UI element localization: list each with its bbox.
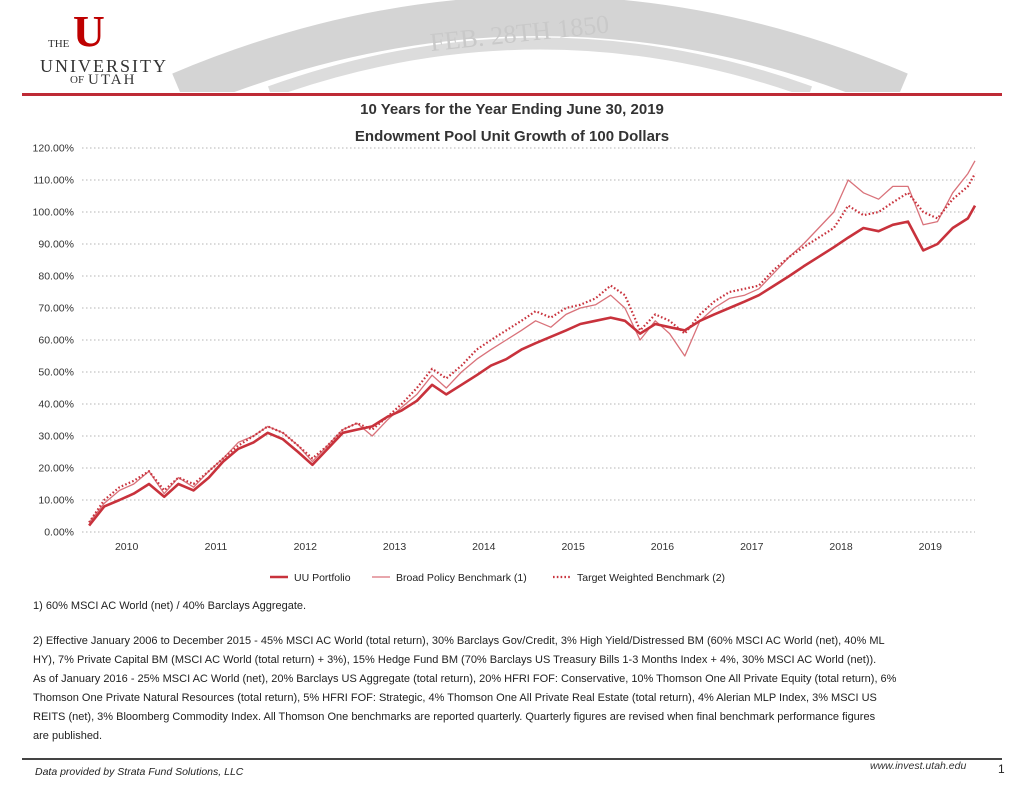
y-tick-label: 50.00% [38, 367, 74, 379]
footnote-2-line: Thomson One Private Natural Resources (t… [33, 692, 877, 704]
x-tick-label: 2016 [651, 541, 675, 553]
legend-label: Broad Policy Benchmark (1) [396, 572, 527, 584]
x-tick-label: 2017 [740, 541, 764, 553]
logo-university: UNIVERSITY [40, 56, 168, 76]
logo-utah: UTAH [88, 72, 137, 88]
series-line-1 [88, 160, 976, 523]
series-line-0 [88, 204, 977, 527]
legend-label: UU Portfolio [294, 572, 351, 584]
y-tick-label: 60.00% [38, 335, 74, 347]
logo-block-u: U [73, 7, 105, 56]
x-tick-label: 2018 [829, 541, 853, 553]
growth-line-chart: 0.00% 10.00% 20.00% 30.00% 40.00% 50.00% 60.00… [33, 143, 977, 584]
y-tick-label: 100.00% [33, 207, 74, 219]
y-tick-label: 80.00% [38, 271, 74, 283]
x-tick-label: 2014 [472, 541, 496, 553]
footnote-2-line: are published. [33, 730, 103, 742]
footnote-2-line: As of January 2016 - 25% MSCI AC World (… [33, 673, 897, 685]
y-tick-label: 90.00% [38, 239, 74, 251]
x-tick-label: 2015 [561, 541, 585, 553]
website-link[interactable]: www.invest.utah.edu [870, 760, 967, 772]
y-tick-label: 30.00% [38, 431, 74, 443]
series-line-2 [88, 173, 976, 524]
footnote-2-line: 2) Effective January 2006 to December 20… [33, 635, 885, 647]
x-tick-label: 2010 [115, 541, 139, 553]
header-rule [22, 93, 1002, 96]
y-tick-label: 70.00% [38, 303, 74, 315]
series-lines [88, 160, 977, 527]
logo-of: OF [70, 74, 85, 86]
page-number: 1 [998, 762, 1005, 776]
footer-rule [22, 758, 1002, 760]
university-logo: U THE UNIVERSITY OF UTAH [40, 7, 166, 89]
legend: UU Portfolio Broad Policy Benchmark (1) Ta… [270, 572, 725, 584]
footnote-1: 1) 60% MSCI AC World (net) / 40% Barclay… [33, 600, 307, 612]
x-tick-label: 2019 [919, 541, 943, 553]
legend-label: Target Weighted Benchmark (2) [577, 572, 725, 584]
x-tick-label: 2012 [294, 541, 318, 553]
x-tick-label: 2013 [383, 541, 407, 553]
x-tick-label: 2011 [205, 541, 228, 553]
footnote-2-line: REITS (net), 3% Bloomberg Commodity Inde… [33, 711, 876, 723]
y-axis-ticks: 0.00% 10.00% 20.00% 30.00% 40.00% 50.00% 60.00… [33, 143, 74, 539]
y-tick-label: 10.00% [38, 495, 74, 507]
logo-the: THE [48, 38, 70, 50]
y-tick-label: 110.00% [33, 175, 74, 187]
x-axis-ticks: 2010 2011 2012 2013 2014 2015 2016 2017 2018 2019 [115, 541, 942, 553]
data-source-credit: Data provided by Strata Fund Solutions, … [35, 766, 244, 778]
y-tick-label: 40.00% [38, 399, 74, 411]
university-seal-watermark: FEB. 28TH 1850 [172, 0, 908, 92]
chart-title: Endowment Pool Unit Growth of 100 Dollar… [354, 128, 670, 145]
footnote-2-line: HY), 7% Private Capital BM (MSCI AC Worl… [33, 654, 877, 666]
footnote-2: 2) Effective January 2006 to December 20… [33, 632, 993, 746]
y-tick-label: 0.00% [44, 527, 74, 539]
y-tick-label: 20.00% [38, 463, 74, 475]
y-tick-label: 120.00% [33, 143, 74, 155]
grid-lines [82, 147, 975, 533]
page-title: 10 Years for the Year Ending June 30, 20… [360, 101, 664, 118]
